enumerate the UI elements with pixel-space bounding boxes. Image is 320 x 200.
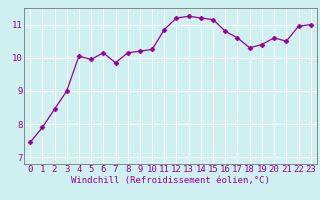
X-axis label: Windchill (Refroidissement éolien,°C): Windchill (Refroidissement éolien,°C) [71, 176, 270, 185]
